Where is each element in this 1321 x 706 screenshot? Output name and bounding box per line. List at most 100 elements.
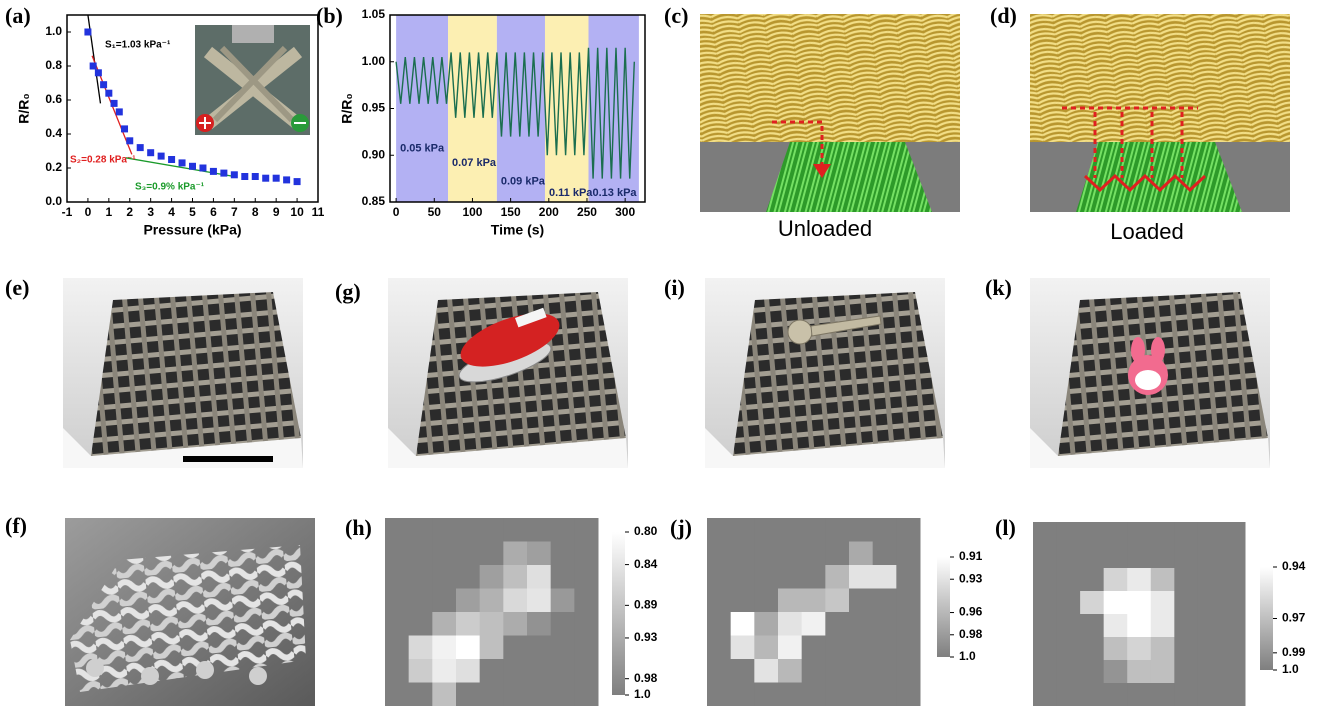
heatmap-cell <box>527 542 551 566</box>
heatmap-cell <box>574 518 598 542</box>
heatmap-cell <box>1104 683 1128 706</box>
colorbar-tick-label: 0.84 <box>634 557 658 571</box>
data-point <box>252 173 259 180</box>
heatmap-cell <box>1127 591 1151 615</box>
heatmap-cell <box>1198 660 1222 684</box>
fiber-end <box>196 661 214 679</box>
panel-label: (c) <box>664 3 688 28</box>
heatmap-cell <box>1174 614 1198 638</box>
heatmap-cell <box>1104 614 1128 638</box>
heatmap-cell <box>1151 660 1175 684</box>
heatmap-cell <box>1198 591 1222 615</box>
annotation: S₂=0.28 kPa⁻¹ <box>70 155 136 166</box>
y-tick-label: 1.0 <box>45 24 62 38</box>
photo-mesh <box>705 278 945 468</box>
heatmap-cell <box>574 565 598 589</box>
heatmap-cell <box>456 565 480 589</box>
heatmap-cell <box>754 589 778 613</box>
heatmap-cell <box>802 636 826 660</box>
heatmap-cell <box>1033 660 1057 684</box>
x-tick-label: 10 <box>290 205 304 219</box>
band-label: 0.05 kPa <box>400 143 445 155</box>
colorbar-tick-label: 0.98 <box>634 671 658 685</box>
heatmap-cell <box>1174 660 1198 684</box>
data-point <box>116 108 123 115</box>
data-point <box>283 176 290 183</box>
data-point <box>179 159 186 166</box>
colorbar-tick-label: 1.0 <box>959 649 976 663</box>
heatmap-cell <box>1151 591 1175 615</box>
heatmap-cell <box>1198 568 1222 592</box>
heatmap-cell <box>1198 683 1222 706</box>
heatmap-cell <box>1151 568 1175 592</box>
heatmap-cell <box>385 589 409 613</box>
heatmap-cell <box>873 518 897 542</box>
data-point <box>111 100 118 107</box>
y-tick-label: 0.0 <box>45 194 62 208</box>
y-tick-label: 0.85 <box>362 194 386 208</box>
heatmap-cell <box>1174 568 1198 592</box>
heatmap-cell <box>1104 660 1128 684</box>
colorbar-tick-label: 0.89 <box>634 598 658 612</box>
heatmap-cell <box>385 612 409 636</box>
x-tick-label: 7 <box>231 205 238 219</box>
inset-photo <box>195 25 310 135</box>
heatmap-cell <box>1080 545 1104 569</box>
heatmap-cell <box>503 659 527 683</box>
heatmap-cell <box>873 659 897 683</box>
colorbar-tick-label: 0.80 <box>634 524 658 538</box>
heatmap-cell <box>1221 683 1245 706</box>
heatmap-cell <box>1057 660 1081 684</box>
y-tick-label: 0.90 <box>362 147 386 161</box>
heatmap-cell <box>1057 591 1081 615</box>
data-point <box>220 170 227 177</box>
heatmap-cell <box>1080 683 1104 706</box>
heatmap-cell <box>432 518 456 542</box>
heatmap-cell <box>527 612 551 636</box>
x-tick-label: 11 <box>312 205 325 219</box>
colorbar-tick-label: 0.94 <box>1282 559 1306 573</box>
colorbar-tick-label: 0.91 <box>959 549 983 563</box>
x-tick-label: 300 <box>615 205 635 219</box>
heatmap-cell <box>754 683 778 706</box>
data-point <box>273 175 280 182</box>
heatmap-cell <box>385 518 409 542</box>
heatmap-cell <box>849 659 873 683</box>
y-axis-title: R/R₀ <box>339 93 355 123</box>
heatmap-cell <box>731 565 755 589</box>
heatmap-cell <box>1033 637 1057 661</box>
x-tick-label: 200 <box>539 205 559 219</box>
y-tick-label: 1.00 <box>362 54 386 68</box>
heatmap-cell <box>1127 614 1151 638</box>
y-tick-label: 0.4 <box>45 126 62 140</box>
heatmap-cell <box>1221 591 1245 615</box>
data-point <box>121 125 128 132</box>
heatmap-cell <box>432 636 456 660</box>
heatmap-cell <box>432 659 456 683</box>
panel-label: (j) <box>670 515 692 540</box>
heatmap-cell <box>480 612 504 636</box>
heatmap-cell <box>896 565 920 589</box>
heatmap-cell <box>456 612 480 636</box>
heatmap-cell <box>849 636 873 660</box>
y-tick-label: 1.05 <box>362 7 386 21</box>
colorbar-tick-label: 0.97 <box>1282 611 1306 625</box>
annotation: S₁=1.03 kPa⁻¹ <box>105 40 171 51</box>
scale-bar <box>183 456 273 462</box>
colorbar-tick-label: 1.0 <box>1282 662 1299 676</box>
figure: -1012345678910110.00.20.40.60.81.0Pressu… <box>0 0 1321 706</box>
heatmap-cell <box>385 542 409 566</box>
heatmap-cell <box>1127 568 1151 592</box>
heatmap-cell <box>1221 522 1245 546</box>
heatmap-cell <box>1104 591 1128 615</box>
heatmap-cell <box>849 612 873 636</box>
heatmap-cell <box>503 518 527 542</box>
panel-label: (k) <box>985 275 1012 300</box>
heatmap-cell <box>1104 545 1128 569</box>
heatmap-cell <box>1033 522 1057 546</box>
heatmap-cell <box>896 518 920 542</box>
heatmap-cell <box>778 683 802 706</box>
x-axis-title: Pressure (kPa) <box>143 222 241 238</box>
heatmap-cell <box>409 518 433 542</box>
heatmap-cell <box>873 612 897 636</box>
